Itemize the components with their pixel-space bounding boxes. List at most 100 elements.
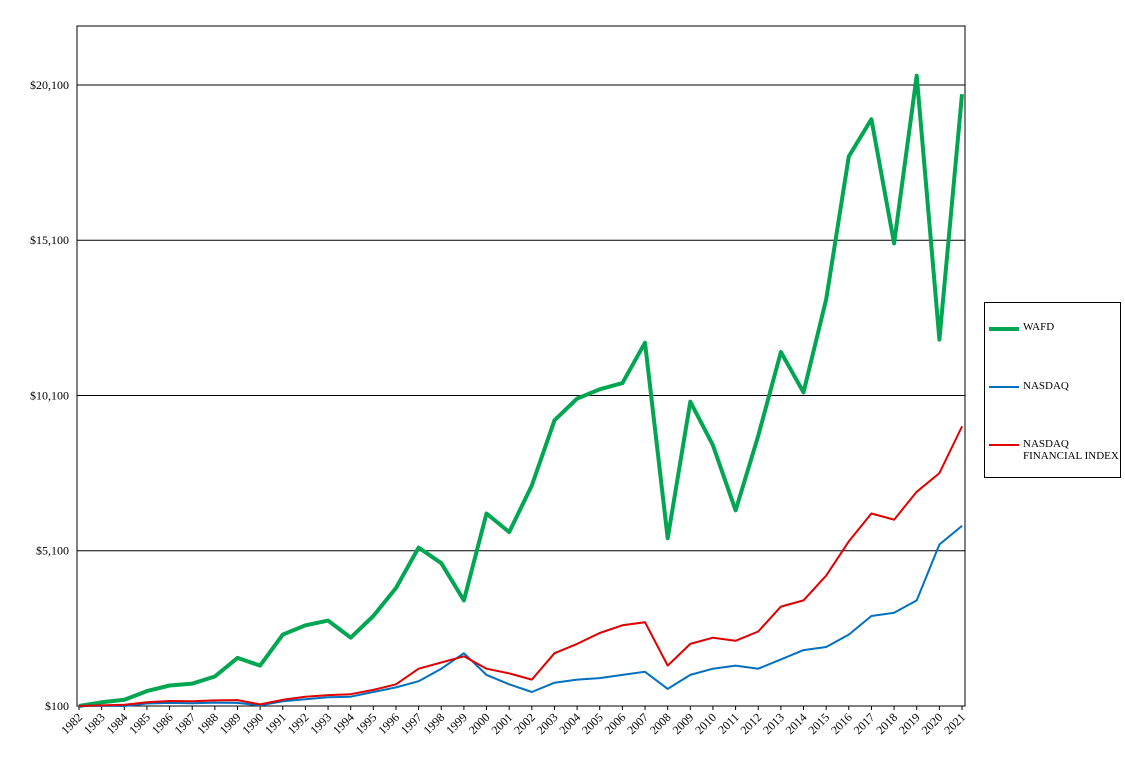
data-point-nasdaq-financial-index: [712, 637, 714, 639]
data-point-wafd: [327, 620, 329, 622]
data-point-wafd: [757, 435, 759, 437]
data-point-nasdaq-financial-index: [101, 704, 103, 706]
x-tick-label: 2000: [466, 710, 493, 737]
legend-swatch-nasdaq-financial: [989, 444, 1019, 446]
data-point-nasdaq: [418, 680, 420, 682]
y-axis-ticks: $100 $5,100 $10,100 $15,100 $20,100: [30, 78, 69, 713]
x-tick-label: 2013: [760, 710, 787, 737]
x-tick-label: 2014: [783, 710, 810, 737]
data-point-nasdaq-financial-index: [169, 700, 171, 702]
data-point-nasdaq: [803, 649, 804, 651]
data-point-wafd: [101, 701, 103, 703]
data-point-nasdaq: [621, 674, 623, 676]
data-point-wafd: [350, 637, 352, 639]
data-point-wafd: [825, 298, 827, 300]
x-axis-ticks: 1982198319841985198619871988198919901991…: [58, 706, 968, 737]
series-line-nasdaq-financial-index: [78, 426, 963, 707]
legend-swatch-wafd: [989, 327, 1019, 331]
x-tick-label: 1986: [149, 710, 176, 737]
data-point-wafd: [304, 624, 306, 626]
data-point-nasdaq-financial-index: [463, 655, 465, 657]
data-point-nasdaq: [599, 677, 601, 679]
data-point-nasdaq: [825, 646, 827, 648]
data-point-nasdaq-financial-index: [282, 699, 284, 701]
data-point-nasdaq-financial-index: [938, 472, 940, 474]
data-point-nasdaq-financial-index: [440, 662, 442, 663]
data-point-nasdaq-financial-index: [237, 699, 238, 701]
data-point-wafd: [938, 339, 940, 341]
data-point-wafd: [712, 444, 714, 446]
data-point-nasdaq-financial-index: [395, 683, 397, 685]
data-point-wafd: [259, 665, 261, 667]
data-point-wafd: [282, 634, 284, 636]
data-point-nasdaq-financial-index: [372, 689, 374, 691]
data-point-nasdaq-financial-index: [78, 705, 80, 707]
data-point-wafd: [531, 485, 533, 486]
x-tick-label: 2003: [534, 710, 561, 737]
data-point-nasdaq-financial-index: [803, 599, 804, 601]
data-point-nasdaq: [463, 652, 465, 654]
data-point-nasdaq: [237, 702, 238, 704]
x-tick-label: 1997: [398, 710, 425, 737]
x-tick-label: 1998: [421, 710, 448, 737]
data-point-nasdaq-financial-index: [554, 652, 555, 654]
data-point-wafd: [644, 342, 646, 344]
data-point-nasdaq: [531, 691, 533, 693]
series-line-wafd: [78, 73, 964, 708]
legend-label-nasdaq: NASDAQ: [1023, 380, 1069, 392]
plot-area: [76, 25, 966, 707]
data-point-nasdaq-financial-index: [508, 672, 510, 674]
data-point-nasdaq-financial-index: [191, 700, 193, 702]
x-tick-label: 1983: [81, 710, 108, 737]
data-point-wafd: [418, 547, 420, 549]
x-tick-label: 1999: [443, 710, 470, 737]
series-lines: [78, 73, 964, 708]
data-point-nasdaq-financial-index: [259, 703, 261, 705]
data-point-wafd: [599, 388, 601, 390]
data-point-nasdaq: [395, 686, 397, 688]
data-point-nasdaq-financial-index: [757, 631, 759, 632]
data-point-wafd: [803, 391, 804, 393]
x-tick-label: 1984: [104, 710, 131, 737]
y-tick-label: $20,100: [30, 78, 69, 92]
data-point-nasdaq-financial-index: [689, 643, 691, 645]
x-tick-label: 2002: [511, 710, 538, 737]
data-point-nasdaq-financial-index: [780, 606, 782, 608]
data-point-nasdaq: [644, 671, 646, 673]
x-tick-label: 1995: [353, 710, 380, 737]
legend-item-nasdaq-financial: NASDAQ FINANCIAL INDEX: [989, 438, 1119, 462]
data-point-wafd: [870, 118, 872, 120]
x-tick-label: 2011: [715, 710, 742, 737]
data-point-nasdaq-financial-index: [418, 668, 420, 670]
y-tick-label: $10,100: [30, 388, 69, 402]
data-point-nasdaq-financial-index: [621, 624, 623, 626]
data-point-nasdaq-financial-index: [961, 426, 963, 427]
x-tick-label: 1993: [307, 710, 334, 737]
data-point-nasdaq-financial-index: [893, 519, 895, 521]
data-point-wafd: [395, 587, 397, 589]
x-tick-label: 2007: [624, 710, 651, 737]
data-point-nasdaq: [440, 668, 442, 670]
data-point-nasdaq: [554, 682, 555, 684]
x-tick-label: 2004: [556, 710, 583, 737]
data-point-nasdaq: [757, 668, 759, 670]
x-tick-label: 2020: [919, 710, 946, 737]
x-tick-label: 2012: [737, 710, 764, 737]
data-point-nasdaq: [893, 612, 895, 614]
y-tick-label: $5,100: [36, 544, 69, 558]
data-point-wafd: [961, 93, 963, 95]
data-point-nasdaq-financial-index: [146, 701, 148, 703]
legend: WAFD NASDAQ NASDAQ FINANCIAL INDEX: [984, 302, 1121, 478]
data-point-wafd: [735, 509, 737, 511]
y-tick-label: $100: [45, 699, 69, 713]
data-point-nasdaq: [689, 674, 691, 676]
gridlines: [77, 84, 965, 552]
data-point-nasdaq-financial-index: [825, 575, 827, 577]
data-point-nasdaq: [372, 691, 374, 693]
data-point-nasdaq-financial-index: [486, 668, 487, 670]
data-point-nasdaq: [735, 665, 737, 667]
legend-label-wafd: WAFD: [1023, 321, 1055, 333]
x-tick-label: 2009: [670, 710, 697, 737]
x-tick-label: 1982: [58, 710, 85, 737]
data-point-nasdaq: [327, 696, 329, 698]
